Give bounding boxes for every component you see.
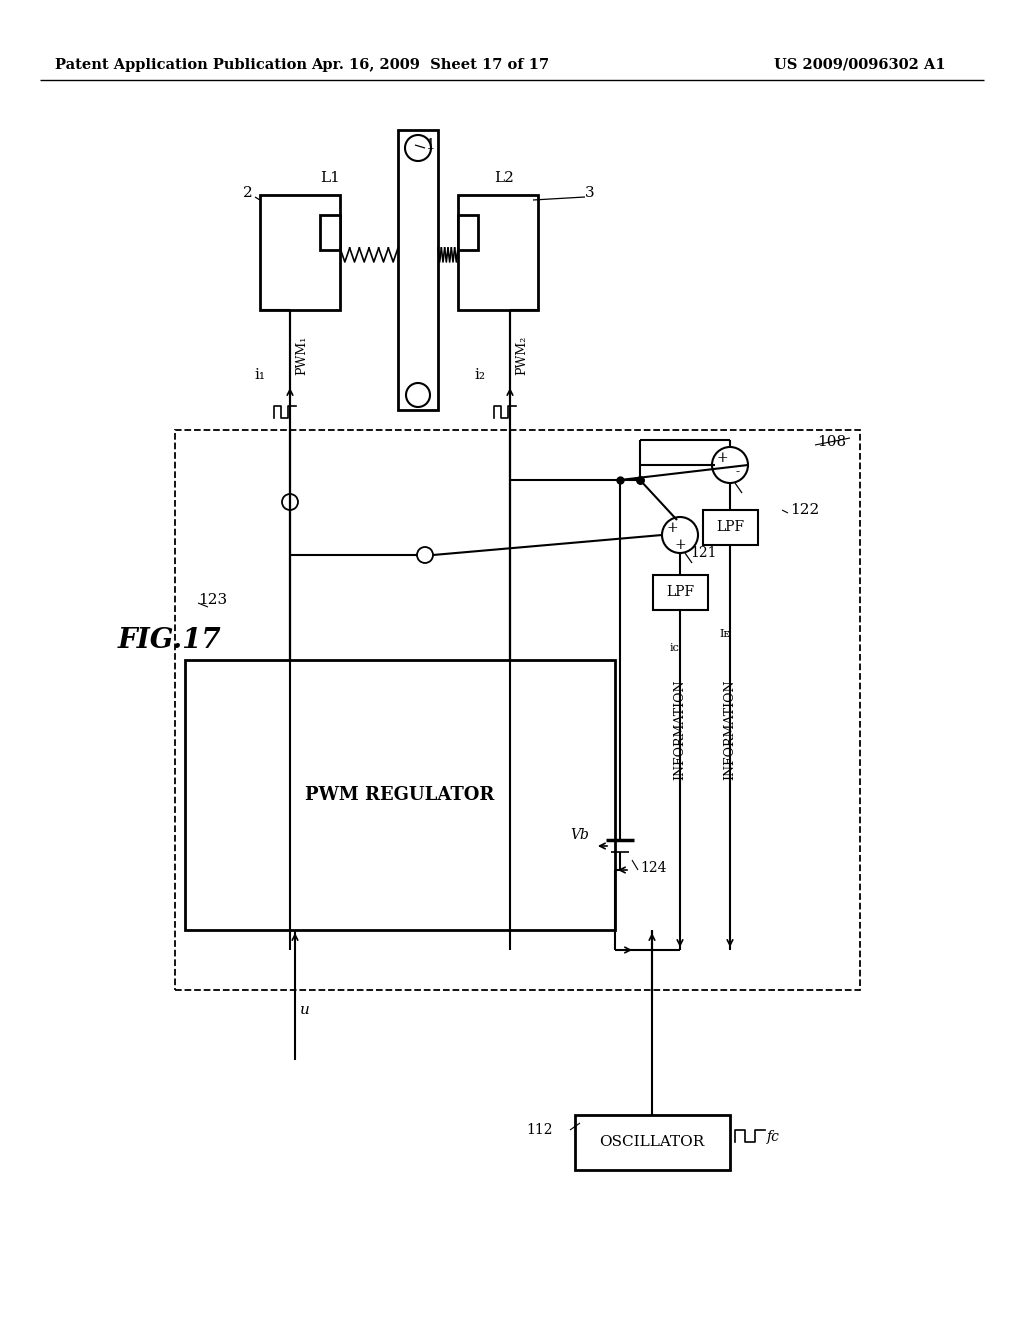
Text: 121: 121 (691, 546, 717, 560)
Text: PWM₂: PWM₂ (515, 335, 528, 375)
Text: INFORMATION: INFORMATION (674, 680, 686, 780)
Text: fc: fc (767, 1130, 779, 1144)
Text: i₂: i₂ (474, 368, 485, 381)
Text: PWM₁: PWM₁ (296, 335, 308, 375)
Text: L2: L2 (494, 172, 514, 185)
Text: +: + (716, 451, 728, 465)
Text: LPF: LPF (716, 520, 744, 535)
Text: PWM REGULATOR: PWM REGULATOR (305, 785, 495, 804)
Text: 1: 1 (425, 139, 435, 152)
Text: 122: 122 (790, 503, 819, 517)
Text: -: - (736, 466, 740, 479)
Text: 124: 124 (640, 861, 667, 875)
Bar (175, 430, 860, 990)
Bar (703, 510, 758, 545)
Bar (575, 1115, 730, 1170)
Bar (260, 195, 340, 310)
Text: u: u (300, 1003, 310, 1016)
Text: Vb: Vb (570, 828, 590, 842)
Text: 112: 112 (526, 1123, 553, 1137)
Text: 2: 2 (243, 186, 253, 201)
Text: +: + (667, 521, 678, 535)
Text: iᴄ: iᴄ (670, 643, 680, 653)
Bar (653, 576, 708, 610)
Text: US 2009/0096302 A1: US 2009/0096302 A1 (774, 58, 946, 73)
Text: Iᴇ: Iᴇ (720, 630, 730, 639)
Bar (319, 215, 340, 249)
Text: i₁: i₁ (255, 368, 265, 381)
Text: L1: L1 (321, 172, 340, 185)
Bar (458, 195, 538, 310)
Text: 3: 3 (585, 186, 595, 201)
Text: Apr. 16, 2009  Sheet 17 of 17: Apr. 16, 2009 Sheet 17 of 17 (311, 58, 549, 73)
Text: +: + (674, 539, 686, 552)
Text: LPF: LPF (666, 585, 694, 599)
Text: 108: 108 (817, 436, 846, 449)
Text: FIG.17: FIG.17 (118, 627, 221, 653)
Text: Patent Application Publication: Patent Application Publication (55, 58, 307, 73)
Bar (398, 129, 438, 411)
Bar (458, 215, 478, 249)
Text: 123: 123 (198, 593, 227, 607)
Text: INFORMATION: INFORMATION (724, 680, 736, 780)
Text: OSCILLATOR: OSCILLATOR (599, 1135, 705, 1148)
Bar (185, 660, 615, 931)
